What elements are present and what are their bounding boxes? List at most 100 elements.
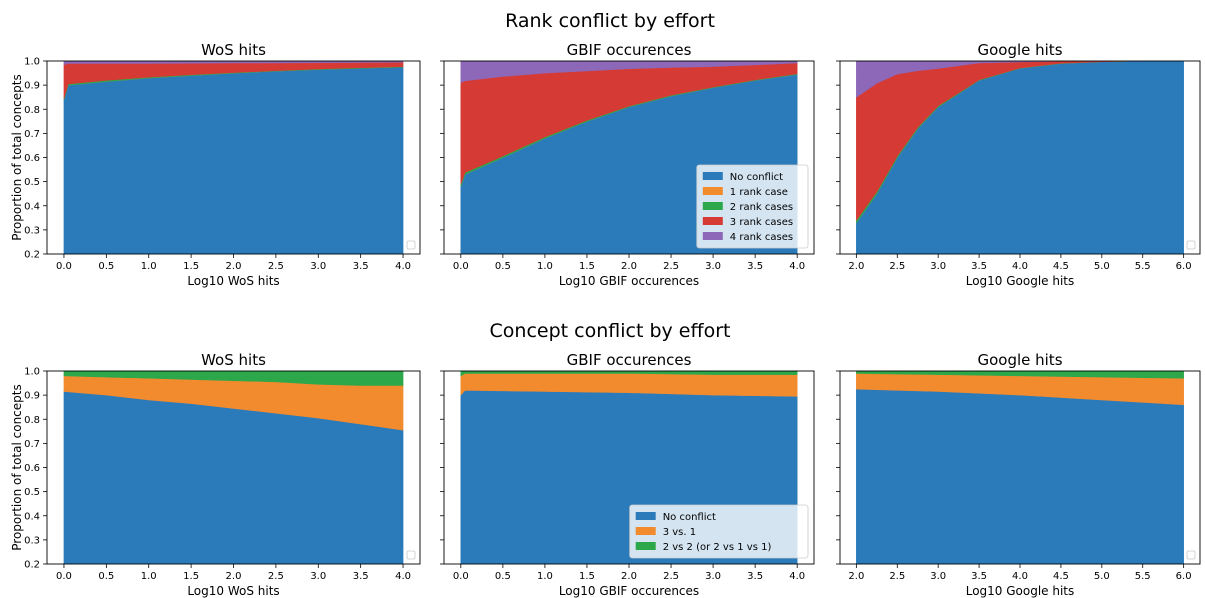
legend-entry: 2 vs 2 (or 2 vs 1 vs 1): [663, 542, 772, 553]
x-tick-label: 1.5: [579, 571, 595, 582]
chart-panel-1: 0.0 0.5 1.0 1.5 2.0 2.5 3.0 3.5 4.0 GBIF occurenc…: [440, 41, 815, 288]
y-axis-label: Proportion of total concepts: [10, 74, 24, 240]
legend-swatch: [702, 187, 723, 195]
row-title-rank: Rank conflict by effort: [505, 10, 715, 32]
x-tick-label: 3.0: [705, 261, 721, 272]
chart-panel-2: 2.0 2.5 3.0 3.5 4.0 4.5 5.0 5.5 6.0 Google hits Lo…: [836, 41, 1201, 288]
x-tick-label: 2.0: [621, 261, 637, 272]
empty-legend: [1186, 240, 1196, 250]
legend-entry: No conflict: [730, 172, 783, 183]
x-axis-label: Log10 GBIF occurences: [559, 584, 699, 598]
x-tick-label: 0.5: [98, 261, 114, 272]
x-tick-label: 4.0: [395, 261, 411, 272]
panel-title: WoS hits: [201, 41, 266, 59]
x-axis-label: Log10 WoS hits: [187, 584, 279, 598]
x-tick-label: 2.5: [889, 571, 905, 582]
chart-panel-5: 2.0 2.5 3.0 3.5 4.0 4.5 5.0 5.5 6.0 Google hits Lo…: [836, 351, 1201, 598]
x-tick-label: 6.0: [1176, 261, 1192, 272]
x-tick-label: 4.0: [1012, 261, 1028, 272]
legend: No conflict 3 vs. 1 2 vs 2 (or 2 vs 1 vs 1…: [629, 504, 809, 559]
area-stack: [63, 61, 404, 254]
x-tick-label: 3.0: [930, 261, 946, 272]
legend-swatch: [635, 512, 656, 520]
x-tick-label: 5.0: [1094, 261, 1110, 272]
x-tick-label: 0.5: [98, 571, 114, 582]
y-tick-label: 0.7: [24, 129, 40, 140]
legend-entry: 3 rank cases: [730, 217, 793, 228]
x-tick-label: 3.0: [930, 571, 946, 582]
panels: 0.0 0.5 1.0 1.5 2.0 2.5 3.0 3.5 4.0 0.2 0.3 0.4 0.5 0…: [10, 41, 1201, 598]
legend-swatch: [702, 232, 723, 240]
x-tick-label: 3.0: [310, 261, 326, 272]
legend-swatch: [635, 542, 656, 550]
x-tick-label: 3.5: [353, 571, 369, 582]
x-tick-label: 1.0: [537, 571, 553, 582]
x-tick-label: 3.0: [310, 571, 326, 582]
x-tick-label: 2.5: [268, 571, 284, 582]
legend-swatch: [702, 202, 723, 210]
area-2-vs-2-or-2-vs-1-vs-1-: [460, 371, 798, 377]
y-tick-label: 0.2: [24, 560, 40, 571]
x-tick-label: 3.5: [971, 571, 987, 582]
area-stack: [856, 371, 1184, 564]
empty-legend: [406, 240, 416, 250]
x-tick-label: 5.5: [1135, 571, 1151, 582]
legend-swatch: [702, 172, 723, 180]
y-axis-label: Proportion of total concepts: [10, 384, 24, 550]
x-tick-label: 3.5: [747, 571, 763, 582]
x-tick-label: 1.0: [141, 261, 157, 272]
x-tick-label: 2.0: [226, 571, 242, 582]
panel-title: Google hits: [977, 41, 1062, 59]
y-tick-label: 0.6: [24, 463, 40, 474]
x-tick-label: 4.0: [395, 571, 411, 582]
y-tick-label: 1.0: [24, 57, 40, 68]
area-2-vs-2-or-2-vs-1-vs-1-: [63, 371, 404, 386]
x-tick-label: 2.5: [663, 261, 679, 272]
x-tick-label: 4.0: [789, 261, 805, 272]
x-tick-label: 1.0: [141, 571, 157, 582]
y-tick-label: 0.9: [24, 391, 40, 402]
legend: No conflict 1 rank case 2 rank cases 3 rank…: [696, 164, 809, 249]
y-tick-label: 0.6: [24, 153, 40, 164]
x-tick-label: 5.0: [1094, 571, 1110, 582]
x-tick-label: 1.0: [537, 261, 553, 272]
y-tick-label: 0.7: [24, 439, 40, 450]
x-tick-label: 3.5: [353, 261, 369, 272]
y-tick-label: 0.2: [24, 250, 40, 261]
panel-title: Google hits: [977, 351, 1062, 369]
x-tick-label: 0.5: [495, 571, 511, 582]
chart-panel-4: 0.0 0.5 1.0 1.5 2.0 2.5 3.0 3.5 4.0 GBIF occurenc…: [440, 351, 815, 598]
x-tick-label: 6.0: [1176, 571, 1192, 582]
legend-box: [696, 164, 809, 249]
x-tick-label: 2.5: [663, 571, 679, 582]
area-4-rank-cases: [63, 61, 404, 66]
x-tick-label: 0.5: [495, 261, 511, 272]
y-tick-label: 0.3: [24, 535, 40, 546]
x-tick-label: 4.5: [1053, 261, 1069, 272]
panel-title: GBIF occurences: [567, 41, 692, 59]
x-axis-label: Log10 GBIF occurences: [559, 274, 699, 288]
x-tick-label: 1.5: [183, 571, 199, 582]
panel-title: GBIF occurences: [567, 351, 692, 369]
area-4-rank-cases: [856, 61, 1184, 98]
y-tick-label: 0.5: [24, 177, 40, 188]
area-stack: [63, 371, 404, 564]
y-tick-label: 0.4: [24, 201, 40, 212]
x-tick-label: 2.0: [848, 571, 864, 582]
area-stack: [856, 61, 1184, 254]
empty-legend: [406, 550, 416, 560]
x-tick-label: 0.0: [453, 261, 469, 272]
x-axis-label: Log10 Google hits: [966, 274, 1075, 288]
chart-panel-3: 0.0 0.5 1.0 1.5 2.0 2.5 3.0 3.5 4.0 0.2 0.3 0.4 0.5 0…: [10, 351, 421, 598]
y-tick-label: 0.8: [24, 105, 40, 116]
y-tick-label: 0.9: [24, 81, 40, 92]
x-tick-label: 5.5: [1135, 261, 1151, 272]
legend-entry: 2 rank cases: [730, 202, 793, 213]
legend-box: [629, 504, 809, 559]
x-tick-label: 2.0: [848, 261, 864, 272]
chart-panel-0: 0.0 0.5 1.0 1.5 2.0 2.5 3.0 3.5 4.0 0.2 0.3 0.4 0.5 0…: [10, 41, 421, 288]
x-tick-label: 0.0: [56, 571, 72, 582]
x-tick-label: 2.0: [621, 571, 637, 582]
legend-swatch: [635, 527, 656, 535]
